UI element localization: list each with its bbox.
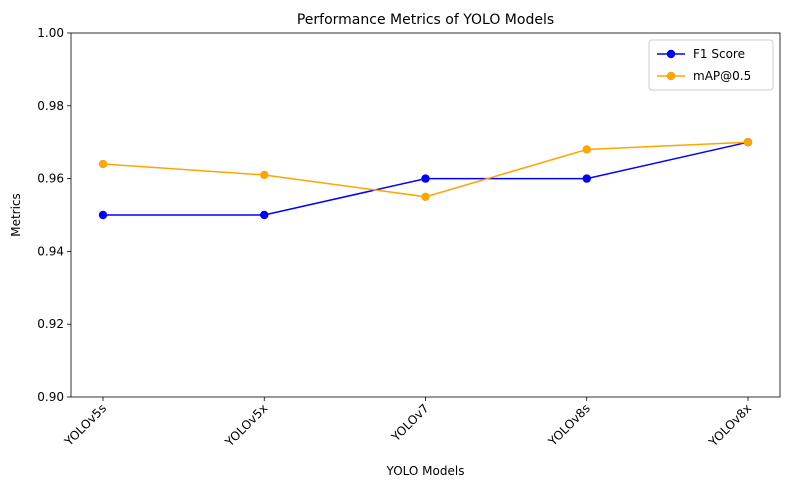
legend-label: mAP@0.5 (693, 69, 751, 83)
data-point (582, 174, 591, 183)
data-point (260, 210, 269, 220)
y-tick-label: 0.96 (37, 172, 64, 186)
data-point (98, 210, 108, 220)
chart-title: Performance Metrics of YOLO Models (297, 12, 554, 28)
legend-marker (666, 49, 676, 59)
data-point (743, 138, 753, 147)
y-tick-label: 1.00 (37, 26, 64, 40)
y-tick-label: 0.92 (37, 317, 64, 331)
legend-marker (666, 71, 676, 81)
x-axis-label: YOLO Models (386, 464, 465, 478)
data-point (260, 170, 269, 180)
y-tick-label: 0.90 (37, 390, 64, 404)
y-axis-label: Metrics (9, 193, 23, 237)
legend: F1 Score mAP@0.5 (648, 39, 774, 91)
legend-label: F1 Score (693, 47, 745, 61)
data-point (98, 159, 108, 169)
y-tick-label: 0.98 (37, 99, 64, 113)
data-point (421, 192, 430, 201)
data-point (421, 174, 430, 183)
data-point (582, 145, 591, 154)
legend-frame (648, 39, 774, 91)
y-tick-label: 0.94 (37, 244, 64, 258)
